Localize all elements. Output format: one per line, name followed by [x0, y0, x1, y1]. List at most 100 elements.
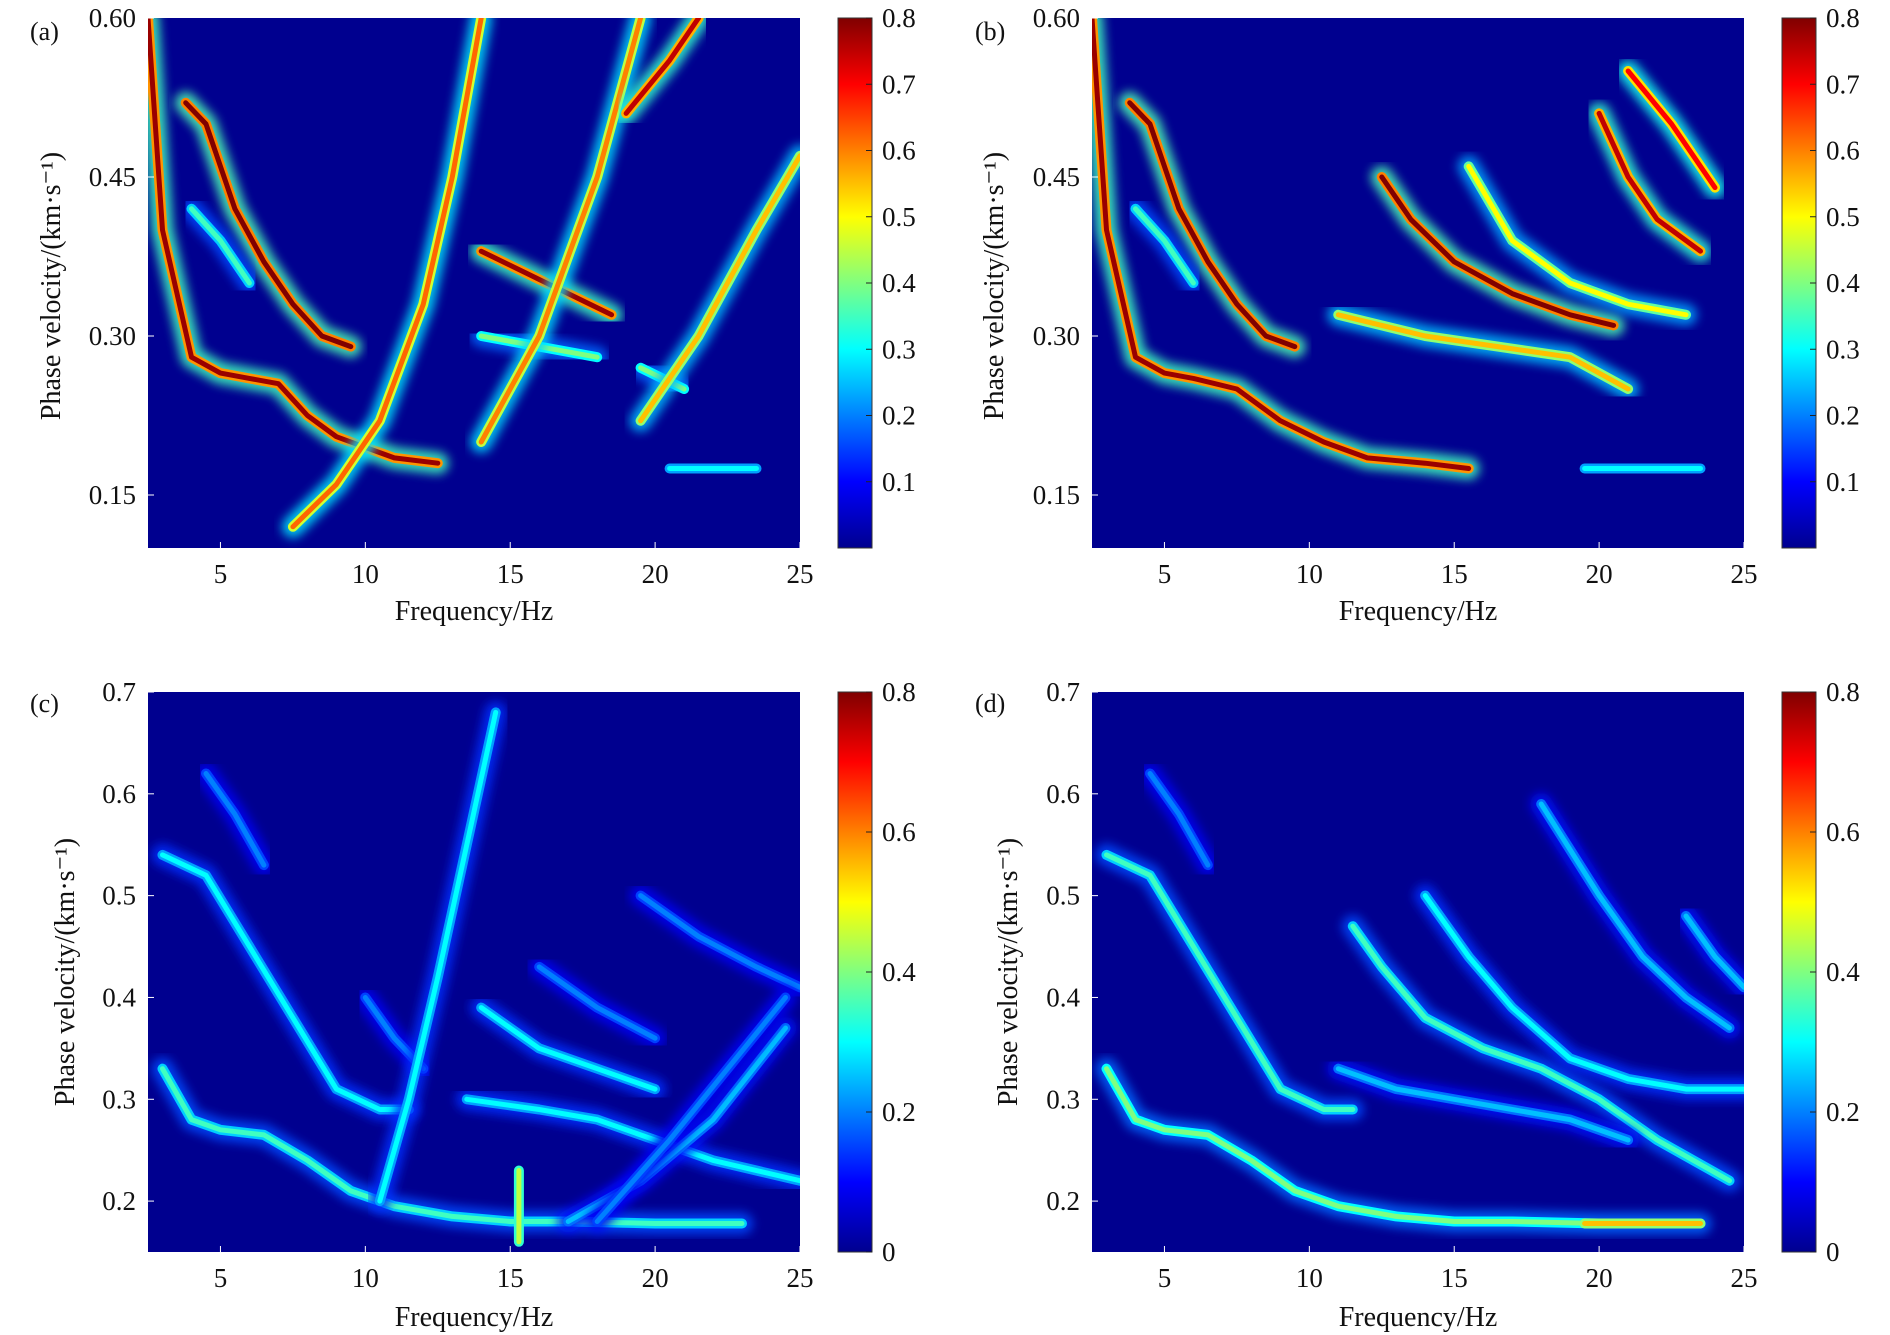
colorbar-tick-label: 0.8 [882, 3, 916, 33]
ridge-core [1625, 68, 1718, 191]
ridge-core [148, 18, 441, 466]
colorbar-tick-label: 0.3 [882, 334, 916, 364]
colorbar-tick-label: 0.5 [1826, 202, 1860, 232]
x-tick-label: 25 [787, 1263, 814, 1293]
panel-label: (a) [30, 17, 59, 46]
colorbar-tick-label: 0.8 [1826, 677, 1860, 707]
heatmap-plot-area [148, 18, 800, 548]
ridge-core [464, 1096, 800, 1184]
colorbar: 0 0.2 0.4 0.6 0.8 [837, 677, 916, 1267]
x-tick-label: 15 [1441, 559, 1468, 589]
colorbar: 0.1 0.2 0.3 0.4 0.5 0.6 0.7 0.8 [837, 3, 916, 549]
ridge-core [478, 1005, 658, 1092]
y-axis-ticks: 0.2 0.3 0.4 0.5 0.6 0.7 [102, 677, 154, 1216]
panel-b: (b) 0.15 0.30 0.45 0.60 5 10 15 20 25 Frequency… [975, 3, 1860, 627]
ridge-core [623, 18, 702, 116]
y-axis-ticks: 0.15 0.30 0.45 0.60 [1033, 3, 1098, 510]
x-tick-label: 25 [1731, 1263, 1758, 1293]
colorbar-tick-label: 0.8 [1826, 3, 1860, 33]
ridge-core [1422, 893, 1744, 1092]
colorbar-tick-label: 0.4 [882, 957, 916, 987]
y-tick-label: 0.2 [1046, 1186, 1080, 1216]
y-tick-label: 0.15 [1033, 480, 1080, 510]
y-tick-label: 0.15 [89, 480, 136, 510]
x-tick-label: 10 [1296, 559, 1323, 589]
colorbar-tick-label: 0.7 [1826, 69, 1860, 99]
colorbar-tick-label: 0.6 [1826, 817, 1860, 847]
panel-d: (d) 0.2 0.3 0.4 0.5 0.6 0.7 5 10 15 20 25 Frequen… [975, 677, 1860, 1333]
y-tick-label: 0.3 [1046, 1084, 1080, 1114]
heatmap-plot-area [148, 692, 800, 1252]
ridge-core [1335, 312, 1631, 392]
colorbar-tick-label: 0.2 [882, 401, 916, 431]
colorbar-tick-label: 0.4 [1826, 268, 1860, 298]
y-tick-label: 0.30 [1033, 321, 1080, 351]
ridge-core [1127, 100, 1298, 350]
x-tick-label: 5 [1158, 559, 1172, 589]
y-axis-title: Phase velocity/(km·s⁻¹) [979, 152, 1010, 420]
colorbar-tick-label: 0.7 [882, 69, 916, 99]
colorbar-tick-label: 0.2 [1826, 1097, 1860, 1127]
ridge-core [1092, 18, 1472, 471]
ridge-core [1596, 110, 1703, 254]
x-axis-ticks: 5 10 15 20 25 [1158, 1246, 1758, 1293]
colorbar-tick-label: 0.4 [882, 268, 916, 298]
x-tick-label: 20 [642, 1263, 669, 1293]
x-tick-label: 5 [214, 559, 228, 589]
ridge-core [377, 709, 499, 1204]
y-tick-label: 0.45 [1033, 162, 1080, 192]
x-axis-title: Frequency/Hz [1339, 596, 1498, 627]
ridge-core [1350, 923, 1732, 1184]
x-tick-label: 15 [497, 1263, 524, 1293]
ridge-core [1335, 1066, 1631, 1143]
x-tick-label: 15 [497, 559, 524, 589]
y-tick-label: 0.5 [102, 881, 136, 911]
ridge-core [203, 771, 267, 868]
ridge-core [1104, 852, 1356, 1112]
x-tick-label: 20 [1586, 1263, 1613, 1293]
colorbar-tick-label: 0.3 [1826, 334, 1860, 364]
y-tick-label: 0.60 [1033, 3, 1080, 33]
ridge-core [638, 153, 800, 424]
colorbar-tick-label: 0.6 [882, 817, 916, 847]
y-tick-label: 0.30 [89, 321, 136, 351]
ridge-core [1538, 801, 1732, 1031]
y-tick-label: 0.6 [1046, 779, 1080, 809]
colorbar-tick-label: 0.4 [1826, 957, 1860, 987]
ridge-core [1466, 163, 1689, 318]
x-tick-label: 10 [352, 559, 379, 589]
ridge-core [478, 248, 615, 318]
y-tick-label: 0.2 [102, 1186, 136, 1216]
x-axis-title: Frequency/Hz [395, 596, 554, 627]
colorbar-tick-label: 0.6 [882, 136, 916, 166]
panel-c: (c) 0.2 0.3 0.4 0.5 0.6 0.7 5 10 15 20 25 Frequen… [30, 677, 916, 1333]
colorbar-tick-label: 0.2 [882, 1097, 916, 1127]
colorbar-tick-label: 0.6 [1826, 136, 1860, 166]
ridge-core [536, 964, 658, 1041]
ridge-core [638, 893, 800, 990]
y-tick-label: 0.60 [89, 3, 136, 33]
y-axis-ticks: 0.2 0.3 0.4 0.5 0.6 0.7 [1046, 677, 1098, 1216]
ridge-core [183, 100, 354, 350]
ridge-core [189, 206, 252, 286]
ridge-core [1379, 174, 1617, 328]
y-tick-label: 0.7 [102, 677, 136, 707]
y-tick-label: 0.3 [102, 1084, 136, 1114]
ridge-core [1104, 1066, 1703, 1226]
x-tick-label: 10 [352, 1263, 379, 1293]
y-tick-label: 0.4 [102, 982, 136, 1012]
x-tick-label: 5 [1158, 1263, 1172, 1293]
x-axis-title: Frequency/Hz [395, 1302, 554, 1333]
y-tick-label: 0.45 [89, 162, 136, 192]
x-tick-label: 5 [214, 1263, 228, 1293]
x-tick-label: 25 [1731, 559, 1758, 589]
ridge-core [290, 18, 484, 530]
x-tick-label: 20 [1586, 559, 1613, 589]
y-tick-label: 0.5 [1046, 881, 1080, 911]
x-axis-ticks: 5 10 15 20 25 [1158, 542, 1758, 589]
ridge-core [1147, 771, 1211, 868]
ridge-core [160, 852, 412, 1112]
ridge-core [1683, 913, 1744, 990]
colorbar-tick-label: 0 [882, 1237, 896, 1267]
ridge-core [594, 995, 788, 1224]
